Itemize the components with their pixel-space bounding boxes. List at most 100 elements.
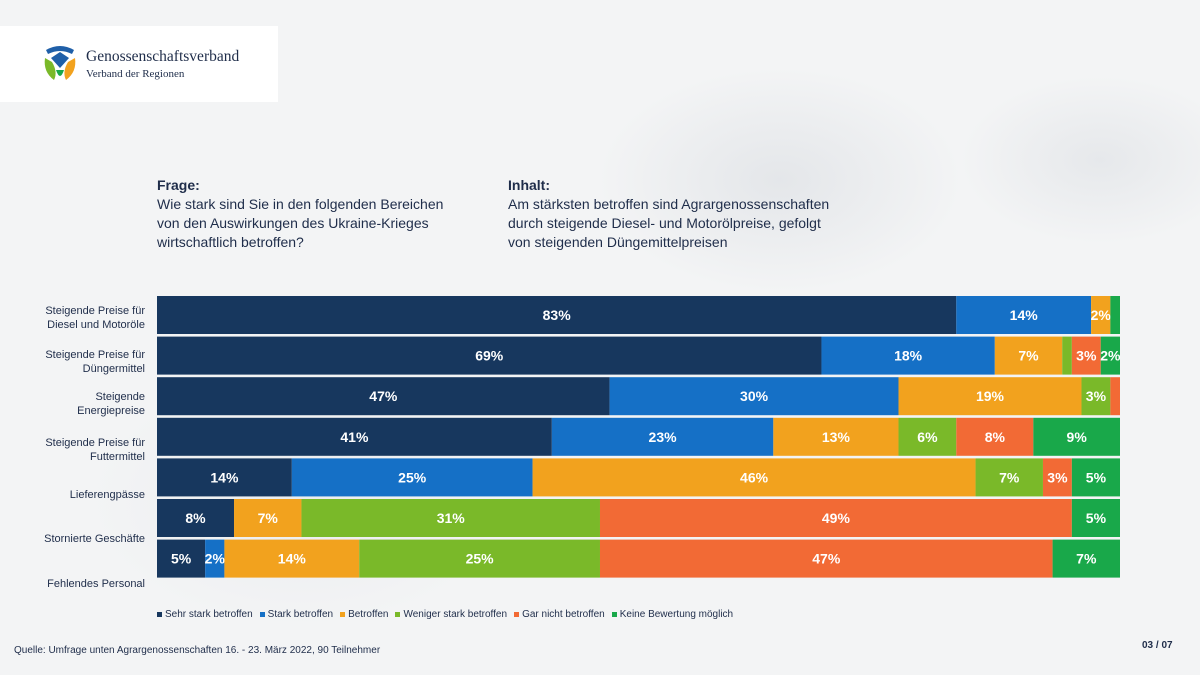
legend-swatch xyxy=(611,612,617,617)
data-label: 13% xyxy=(822,429,851,445)
bar-segment xyxy=(1091,296,1111,334)
legend-label: Sehr stark betroffen xyxy=(165,609,253,620)
category-label-line: Düngermittel xyxy=(82,363,145,375)
category-label-line: Steigende Preise für xyxy=(45,305,145,317)
question-line: von den Auswirkungen des Ukraine-Krieges xyxy=(157,215,429,231)
category-label-line: Steigende Preise für xyxy=(45,437,145,449)
logo-mark-icon xyxy=(44,46,76,80)
bar-segment xyxy=(609,377,899,416)
bar-segment xyxy=(1110,296,1120,334)
data-label: 6% xyxy=(917,429,938,445)
data-label: 7% xyxy=(1018,348,1039,364)
bar-segment xyxy=(1042,458,1072,497)
legend-item: Gar nicht betroffen xyxy=(514,609,605,620)
bar-segment xyxy=(157,458,292,497)
legend-swatch xyxy=(340,612,346,617)
legend-swatch xyxy=(395,612,401,617)
bar-segment xyxy=(551,417,774,456)
data-label: 18% xyxy=(894,348,923,364)
bar-segment xyxy=(224,539,360,578)
data-label: 14% xyxy=(278,551,307,567)
bar-segment xyxy=(956,417,1034,456)
data-label: 19% xyxy=(976,388,1005,404)
data-label: 5% xyxy=(1086,510,1107,526)
category-label-line: Fehlendes Personal xyxy=(47,578,145,590)
data-label: 25% xyxy=(398,469,427,485)
legend-item: Sehr stark betroffen xyxy=(157,609,253,620)
data-label: 23% xyxy=(649,429,678,445)
bar-segment xyxy=(291,458,533,497)
bar-segment xyxy=(359,539,600,578)
bar-segment xyxy=(898,377,1082,416)
data-label: 7% xyxy=(999,469,1020,485)
bar-segment xyxy=(821,336,995,375)
category-label: Steigende Preise für Diesel und Motoröle xyxy=(5,304,145,332)
data-label: 47% xyxy=(812,551,841,567)
legend-item: Stark betroffen xyxy=(259,609,334,620)
bar-segment xyxy=(1071,336,1101,375)
data-label: 5% xyxy=(1086,469,1107,485)
bar-segment xyxy=(898,417,957,456)
bar-segment xyxy=(1100,336,1120,375)
data-label: 2% xyxy=(1091,307,1112,323)
legend-label: Betroffen xyxy=(348,609,389,620)
bar-segment xyxy=(157,377,610,416)
legend-item: Weniger stark betroffen xyxy=(395,609,507,620)
category-label-line: Diesel und Motoröle xyxy=(47,319,145,331)
legend-swatch xyxy=(514,612,520,617)
bar-segment xyxy=(532,458,976,497)
data-label: 9% xyxy=(1067,429,1088,445)
data-label: 69% xyxy=(475,348,504,364)
legend-swatch xyxy=(157,612,162,617)
legend-swatch xyxy=(259,612,265,617)
bar-segment xyxy=(773,417,899,456)
category-label: Steigende Energiepreise xyxy=(5,390,145,418)
data-label: 2% xyxy=(1100,348,1121,364)
content-line: Am stärksten betroffen sind Agrargenosse… xyxy=(508,196,830,212)
category-label-line: Stornierte Geschäfte xyxy=(44,533,145,545)
content-line: von steigenden Düngemittelpreisen xyxy=(508,234,728,250)
bar-segment xyxy=(1052,539,1120,578)
page-number: 03 / 07 xyxy=(1142,640,1173,651)
logo-subtitle: Verband der Regionen xyxy=(86,68,185,80)
bar-segment xyxy=(1071,458,1120,497)
data-label: 2% xyxy=(205,551,226,567)
question-line: wirtschaftlich betroffen? xyxy=(157,234,304,250)
legend-label: Gar nicht betroffen xyxy=(522,609,605,620)
question-heading: Frage: xyxy=(157,177,200,193)
data-label: 7% xyxy=(1076,551,1097,567)
data-label: 41% xyxy=(340,429,369,445)
content-heading: Inhalt: xyxy=(508,177,550,193)
data-label: 3% xyxy=(1076,348,1097,364)
category-label: Steigende Preise für Düngermittel xyxy=(5,348,145,376)
content-block: Inhalt: Am stärksten betroffen sind Agra… xyxy=(508,176,868,252)
source-note: Quelle: Umfrage unten Agrargenossenschaf… xyxy=(14,645,381,656)
category-label-line: Energiepreise xyxy=(77,405,145,417)
data-label: 46% xyxy=(740,469,769,485)
bar-segment xyxy=(1062,336,1072,375)
bar-segment xyxy=(157,417,552,456)
data-label: 14% xyxy=(210,469,239,485)
data-label: 8% xyxy=(185,510,206,526)
bar-segment xyxy=(1071,499,1120,537)
bar-segment xyxy=(975,458,1043,497)
category-label: Lieferengpässe xyxy=(5,488,145,502)
bar-segment xyxy=(205,539,225,578)
content-line: durch steigende Diesel- und Motorölpreis… xyxy=(508,215,821,231)
category-label-line: Steigende xyxy=(95,391,145,403)
legend-label: Stark betroffen xyxy=(267,609,334,620)
bar-segment xyxy=(599,499,1072,537)
bar-segment xyxy=(234,499,302,537)
data-label: 7% xyxy=(258,510,279,526)
bar-segment xyxy=(157,499,235,537)
data-label: 30% xyxy=(740,388,769,404)
data-label: 25% xyxy=(466,551,495,567)
legend-label: Weniger stark betroffen xyxy=(403,609,508,620)
chart-legend: Sehr stark betroffen Stark betroffen Betro… xyxy=(157,609,733,620)
question-block: Frage: Wie stark sind Sie in den folgend… xyxy=(157,176,477,252)
bar-segment xyxy=(1110,377,1120,416)
category-label-line: Futtermittel xyxy=(89,451,145,463)
bar-segment xyxy=(994,336,1063,375)
data-label: 31% xyxy=(437,510,466,526)
legend-item: Betroffen xyxy=(340,609,388,620)
